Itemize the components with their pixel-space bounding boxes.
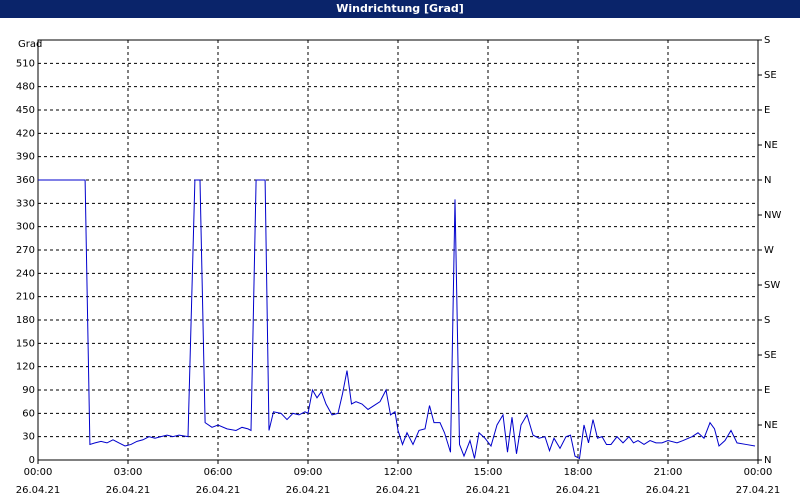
- y2-tick-label: E: [764, 385, 770, 396]
- x-tick-label: 15:00: [474, 467, 503, 478]
- x-tick-label: 06:00: [204, 467, 233, 478]
- x-tick-label: 18:00: [564, 467, 593, 478]
- y-tick-label: 510: [16, 58, 35, 69]
- y-tick-label: 90: [22, 385, 35, 396]
- y-tick-label: 360: [16, 175, 35, 186]
- y2-tick-label: E: [764, 105, 770, 116]
- x-tick-date: 27.04.21: [736, 485, 781, 496]
- chart: Grad 0 30 60 90 120 150 180 210 240 270 300 330 360 39…: [16, 35, 782, 496]
- x-tick-label: 09:00: [294, 467, 323, 478]
- y-tick-label: 240: [16, 268, 35, 279]
- y-tick-label: 120: [16, 362, 35, 373]
- title-bar: Windrichtung [Grad]: [0, 0, 800, 18]
- x-tick-label: 03:00: [114, 467, 143, 478]
- x-tick-date: 26.04.21: [556, 485, 601, 496]
- y-tick-label: 480: [16, 82, 35, 93]
- y2-tick-label: NE: [764, 140, 778, 151]
- y-tick-label: 270: [16, 245, 35, 256]
- x-tick-date: 26.04.21: [106, 485, 151, 496]
- y2-tick-label: NE: [764, 420, 778, 431]
- y-tick-label: 420: [16, 128, 35, 139]
- x-tick-label: 21:00: [654, 467, 683, 478]
- x-tick-date: 26.04.21: [646, 485, 691, 496]
- data-line: [38, 179, 756, 460]
- y-tick-label: 60: [22, 408, 35, 419]
- y-tick-label: 150: [16, 338, 35, 349]
- plot-frame: [37, 39, 759, 461]
- y2-tick-label: SW: [764, 280, 780, 291]
- y-tick-label: 180: [16, 315, 35, 326]
- y-tick-label: 330: [16, 198, 35, 209]
- y-axis-label: Grad: [18, 39, 42, 50]
- x-tick-date: 26.04.21: [16, 485, 61, 496]
- y-tick-label: 300: [16, 222, 35, 233]
- y-tick-label: 450: [16, 105, 35, 116]
- y2-tick-label: N: [764, 175, 771, 186]
- x-tick-date: 26.04.21: [466, 485, 511, 496]
- x-tick-label: 00:00: [24, 467, 53, 478]
- y2-tick-label: W: [764, 245, 774, 256]
- x-tick-date: 26.04.21: [286, 485, 331, 496]
- y2-tick-label: SE: [764, 70, 777, 81]
- y-tick-label: 210: [16, 292, 35, 303]
- y-tick-label: 30: [22, 432, 35, 443]
- x-tick-label: 12:00: [384, 467, 413, 478]
- x-tick-date: 26.04.21: [376, 485, 421, 496]
- y-tick-label: 390: [16, 152, 35, 163]
- y2-tick-label: S: [764, 35, 770, 46]
- y2-tick-label: N: [764, 455, 771, 466]
- y2-tick-label: S: [764, 315, 770, 326]
- x-tick-date: 26.04.21: [196, 485, 241, 496]
- y-tick-label: 0: [29, 455, 35, 466]
- y2-tick-label: SE: [764, 350, 777, 361]
- x-tick-label: 00:00: [744, 467, 773, 478]
- y2-tick-label: NW: [764, 210, 781, 221]
